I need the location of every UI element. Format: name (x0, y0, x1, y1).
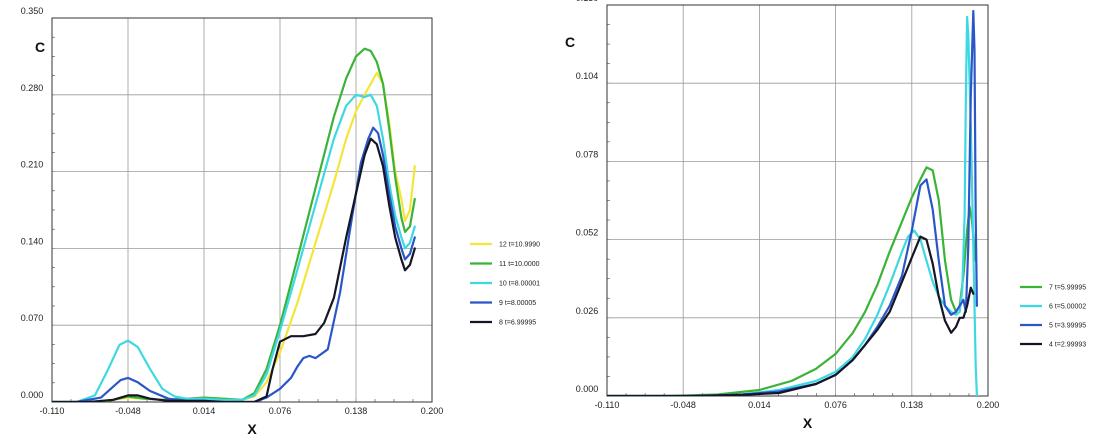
y-tick-label: 0.070 (21, 313, 44, 323)
y-tick-label: 0.078 (576, 149, 599, 159)
y-tick-label: 0.104 (576, 71, 599, 81)
y-axis-label: C (565, 34, 575, 50)
series-line (607, 9, 978, 396)
y-tick-label: 0.000 (21, 390, 44, 400)
x-tick-label: 0.200 (421, 406, 444, 416)
x-tick-label: -0.110 (40, 406, 65, 416)
y-tick-label: 0.000 (576, 384, 599, 394)
y-tick-label: 0.026 (576, 306, 599, 316)
y-tick-label: 0.350 (21, 6, 44, 16)
y-axis-label: C (35, 39, 45, 55)
plot-frame (606, 4, 989, 397)
legend-label: 9 t=8.00005 (499, 300, 536, 307)
legend-label: 5 t=3.99995 (1049, 323, 1086, 330)
y-tick-label: 0.280 (21, 83, 44, 93)
chart-panel-2: -0.110 -0.048 0.014 0.076 0.138 0.200 0.000 0.0… (565, 0, 1086, 431)
legend-label: 12 t=10.9990 (499, 242, 540, 249)
legend-label: 8 t=6.99995 (499, 320, 536, 327)
y-tick-label: 0.130 (576, 0, 599, 3)
series-line (607, 166, 977, 396)
chart-panel-1: -0.110 -0.048 0.014 0.076 0.138 0.200 0.000 0.0… (21, 6, 540, 437)
x-tick-label: 0.138 (901, 400, 924, 410)
x-tick-label: 0.014 (193, 406, 216, 416)
series-line (52, 47, 416, 402)
x-tick-label: 0.076 (824, 400, 847, 410)
series-line (52, 137, 416, 402)
legend: 12 t=10.9990 11 t=10.0000 10 t=8.00001 9 t=… (470, 242, 540, 327)
y-tick-label: 0.052 (576, 228, 599, 238)
series-group (607, 9, 978, 396)
legend-label: 10 t=8.00001 (499, 281, 540, 288)
x-axis-label: X (803, 415, 813, 431)
legend-label: 11 t=10.0000 (499, 261, 540, 268)
x-tick-label: 0.076 (269, 406, 292, 416)
x-tick-label: -0.048 (115, 406, 141, 416)
legend-label: 7 t=5.99995 (1049, 285, 1086, 292)
legend-label: 6 t=5.00002 (1049, 304, 1086, 311)
x-tick-label: 0.138 (345, 406, 368, 416)
x-tick-label: -0.048 (670, 400, 696, 410)
legend-label: 4 t=2.99993 (1049, 342, 1086, 349)
y-tick-label: 0.210 (21, 160, 44, 170)
series-line (607, 235, 975, 396)
x-tick-label: -0.110 (595, 400, 620, 410)
x-tick-label: 0.200 (977, 400, 1000, 410)
series-line (607, 15, 978, 396)
series-line (52, 71, 416, 402)
legend: 7 t=5.99995 6 t=5.00002 5 t=3.99995 4 t=2.9… (1020, 285, 1086, 349)
minor-ticks (51, 36, 414, 403)
series-line (52, 93, 416, 402)
x-axis-label: X (247, 421, 257, 437)
series-line (52, 126, 416, 402)
series-group (52, 47, 416, 402)
x-tick-label: 0.014 (748, 400, 771, 410)
y-tick-label: 0.140 (21, 236, 44, 246)
